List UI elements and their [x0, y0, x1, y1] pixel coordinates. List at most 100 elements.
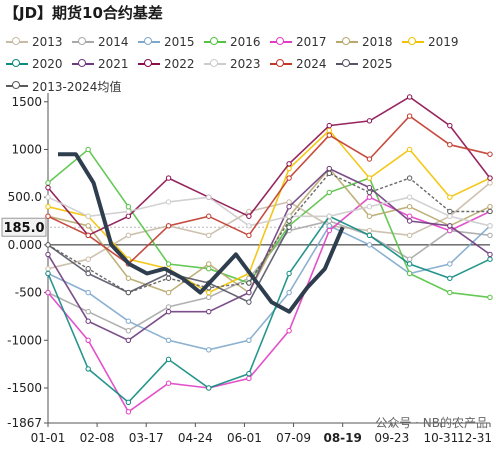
series-point	[165, 261, 172, 267]
legend-marker-icon	[72, 36, 94, 48]
series-point	[45, 194, 51, 200]
series-point	[366, 232, 373, 239]
series-point	[366, 175, 373, 181]
legend-marker-icon	[138, 36, 160, 48]
series-point	[366, 118, 373, 124]
series-point	[45, 204, 51, 210]
series-point	[45, 213, 51, 219]
legend-label: 2020	[32, 57, 63, 71]
series-point	[406, 175, 413, 181]
series-point	[45, 266, 51, 272]
current-year-line	[58, 152, 345, 314]
legend-item[interactable]: 2019	[402, 33, 459, 51]
series-point	[326, 127, 332, 134]
legend-item[interactable]: 2018	[336, 33, 393, 51]
series-line	[47, 115, 491, 266]
series-point	[286, 218, 292, 224]
y-tick-label: 1000	[11, 142, 42, 156]
y-tick-label: -1000	[7, 333, 42, 347]
legend-label: 2019	[428, 35, 459, 49]
legend-item[interactable]: 2020	[6, 55, 63, 73]
series-point	[326, 122, 332, 129]
legend-label: 2014	[98, 35, 129, 49]
series-point	[125, 232, 132, 239]
series-point	[366, 194, 373, 200]
series-line	[47, 220, 491, 332]
series-point	[406, 94, 413, 100]
series-point	[326, 189, 332, 196]
y-tick-label: 0.000	[8, 238, 42, 252]
legend-item[interactable]: 2014	[72, 33, 129, 51]
legend-marker-icon	[402, 36, 424, 48]
legend-marker-icon	[6, 80, 28, 92]
series-point	[206, 232, 212, 239]
series-point	[326, 213, 332, 219]
y-tick-label: 1500	[11, 95, 42, 109]
legend-item[interactable]: 2015	[138, 33, 195, 51]
series-lines	[45, 94, 493, 415]
series-point	[366, 184, 373, 191]
series-point	[366, 156, 373, 162]
legend-marker-icon	[72, 58, 94, 70]
series-point	[45, 251, 51, 258]
series-point	[85, 146, 91, 153]
series-point	[447, 208, 453, 215]
x-tick-label: 07-09	[276, 431, 311, 445]
series-point	[85, 270, 91, 277]
series-point	[447, 275, 453, 281]
series-point	[85, 266, 91, 272]
series-point	[246, 280, 252, 286]
legend-item[interactable]: 2024	[270, 55, 327, 73]
y-tick-label: -500	[15, 286, 42, 300]
series-point	[45, 270, 51, 277]
legend-marker-icon	[270, 58, 292, 70]
series-point	[246, 223, 252, 229]
series-point	[125, 213, 132, 219]
series-point	[165, 337, 172, 343]
series-point	[286, 213, 292, 219]
legend-item[interactable]: 2021	[72, 55, 129, 73]
series-point	[85, 213, 91, 219]
legend-item[interactable]: 2023	[204, 55, 261, 73]
legend-item[interactable]: 2013-2024均值	[6, 77, 121, 95]
legend-label: 2021	[98, 57, 129, 71]
series-point	[85, 366, 91, 372]
series-point	[286, 199, 292, 205]
legend-item[interactable]: 2017	[270, 33, 327, 51]
series-point	[406, 218, 413, 224]
series-point	[447, 142, 453, 148]
series-point	[206, 385, 212, 391]
legend-item[interactable]: 2025	[336, 55, 393, 73]
legend-item[interactable]: 2016	[204, 33, 261, 51]
y-tick-label: -1500	[7, 381, 42, 395]
series-point	[206, 308, 212, 315]
series-point	[406, 213, 413, 219]
series-point	[125, 337, 132, 343]
series-point	[447, 289, 453, 296]
series-point	[447, 223, 453, 229]
series-point	[246, 370, 252, 377]
series-point	[125, 289, 132, 296]
series-point	[206, 194, 212, 200]
series-point	[85, 308, 91, 315]
series-point	[406, 204, 413, 210]
series-point	[246, 213, 252, 219]
legend-item[interactable]: 2013	[6, 33, 63, 51]
legend-marker-icon	[6, 58, 28, 70]
legend-item[interactable]: 2022	[138, 55, 195, 73]
series-point	[85, 289, 91, 296]
legend-label: 2013-2024均值	[32, 79, 122, 94]
legend-label: 2015	[164, 35, 195, 49]
series-point	[286, 270, 292, 277]
series-line	[47, 172, 490, 294]
series-point	[366, 213, 373, 219]
y-tick-label: -1867	[7, 416, 42, 430]
series-point	[447, 122, 453, 129]
series-point	[406, 146, 413, 153]
x-tick-label: 04-24	[178, 431, 213, 445]
x-tick-label: 08-19	[323, 431, 361, 445]
series-point	[45, 180, 51, 186]
chart-title: 【JD】期货10合约基差	[4, 4, 163, 22]
series-point	[487, 175, 493, 181]
